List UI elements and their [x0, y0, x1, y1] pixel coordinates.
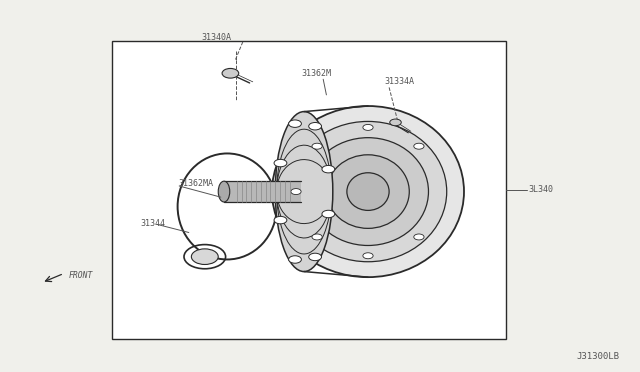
- Text: 31334A: 31334A: [384, 77, 414, 86]
- Text: 3L340: 3L340: [528, 185, 553, 194]
- Ellipse shape: [327, 155, 410, 228]
- Text: J31300LB: J31300LB: [577, 352, 620, 361]
- Circle shape: [308, 253, 321, 261]
- Circle shape: [312, 234, 322, 240]
- Circle shape: [322, 166, 335, 173]
- Circle shape: [308, 122, 321, 130]
- Ellipse shape: [272, 106, 464, 277]
- Ellipse shape: [289, 121, 447, 262]
- Circle shape: [363, 124, 373, 130]
- Circle shape: [289, 120, 301, 127]
- Ellipse shape: [191, 249, 218, 264]
- Circle shape: [414, 143, 424, 149]
- Bar: [224, 181, 301, 202]
- Circle shape: [312, 143, 322, 149]
- Ellipse shape: [218, 181, 230, 202]
- Circle shape: [274, 217, 287, 224]
- Circle shape: [289, 256, 301, 263]
- Circle shape: [363, 253, 373, 259]
- Ellipse shape: [347, 173, 389, 211]
- Circle shape: [274, 159, 287, 167]
- Text: 31344: 31344: [141, 219, 166, 228]
- Circle shape: [414, 234, 424, 240]
- Ellipse shape: [275, 112, 333, 272]
- Circle shape: [222, 68, 239, 78]
- Circle shape: [390, 119, 401, 126]
- Circle shape: [291, 189, 301, 195]
- Text: 31340A: 31340A: [202, 33, 231, 42]
- Text: 31362MA: 31362MA: [178, 179, 213, 187]
- Text: 31362M: 31362M: [302, 69, 332, 78]
- Ellipse shape: [308, 138, 429, 246]
- Text: FRONT: FRONT: [68, 271, 93, 280]
- Bar: [112, 41, 506, 339]
- Circle shape: [322, 210, 335, 218]
